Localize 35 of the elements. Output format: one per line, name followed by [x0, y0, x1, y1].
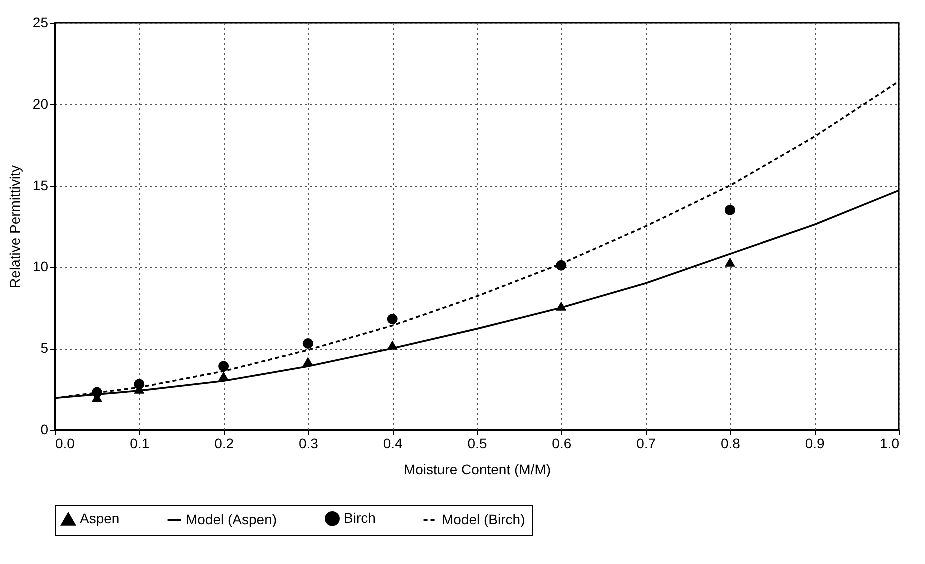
legend-label: Birch — [344, 510, 376, 526]
x-tick-label: 0.2 — [214, 436, 234, 452]
point — [556, 302, 567, 311]
y-tick-label: 25 — [32, 14, 49, 30]
legend-label: Aspen — [80, 510, 120, 526]
point — [218, 361, 230, 372]
y-tick-label: 10 — [32, 258, 49, 275]
x-tick-label: 1.0 — [880, 436, 900, 452]
point — [302, 357, 314, 366]
x-tick-label: 0.6 — [552, 436, 572, 452]
point — [556, 260, 567, 271]
y-tick-label: 5 — [40, 340, 49, 356]
legend-label: Model (Aspen) — [186, 511, 278, 528]
y-tick-label: 15 — [32, 177, 49, 194]
point — [387, 314, 398, 325]
y-tick-label: 20 — [32, 96, 49, 112]
point — [724, 258, 736, 267]
point — [724, 204, 736, 216]
x-tick-label: 0.5 — [468, 436, 488, 452]
x-tick-label: 0.1 — [130, 436, 150, 452]
legend-label: Model (Birch) — [442, 511, 526, 528]
x-tick-label: 0.4 — [383, 436, 404, 452]
point — [387, 340, 398, 350]
point — [92, 387, 102, 398]
y-axis-title: Relative Permittivity — [6, 166, 23, 288]
point — [134, 379, 145, 390]
point — [302, 338, 314, 349]
x-tick-label: 0.8 — [720, 436, 741, 452]
x-axis-title: Moisture Content (M/M) — [404, 462, 552, 478]
x-tick-label: 0.7 — [636, 436, 656, 452]
x-tick-label: 0.0 — [56, 436, 76, 452]
x-tick-label: 0.3 — [298, 436, 319, 452]
y-tick-label: 0 — [40, 422, 49, 438]
x-tick-label: 0.9 — [805, 436, 826, 452]
point — [218, 372, 230, 381]
